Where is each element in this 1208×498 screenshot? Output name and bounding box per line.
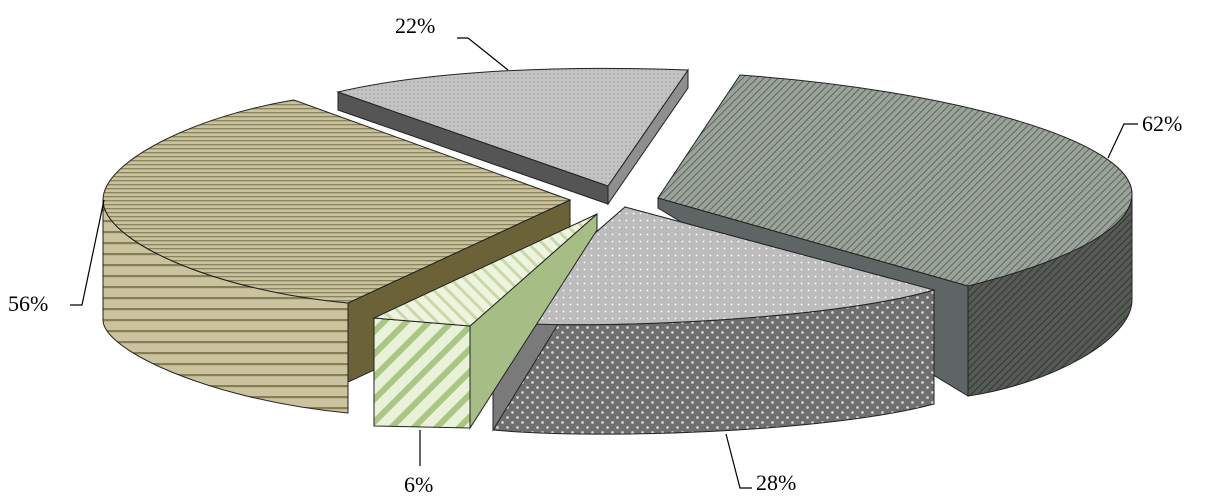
slice-56-top [102, 99, 572, 304]
slice-28 [491, 205, 936, 435]
label-28: 28% [756, 470, 796, 495]
slice-62-top [657, 74, 1133, 287]
slice-22 [336, 67, 689, 206]
slice-6-front-face [373, 317, 471, 429]
leader-line-56 [70, 199, 105, 306]
label-56: 56% [8, 291, 48, 316]
leader-line-22 [457, 37, 509, 71]
leader-line-62 [1107, 123, 1138, 159]
leader-line-28 [725, 433, 752, 489]
slice-6-top [372, 213, 598, 327]
slice-22-top [336, 67, 689, 187]
label-22: 22% [395, 13, 435, 38]
label-62: 62% [1142, 111, 1182, 136]
slice-6 [372, 212, 598, 430]
label-6: 6% [404, 472, 433, 497]
